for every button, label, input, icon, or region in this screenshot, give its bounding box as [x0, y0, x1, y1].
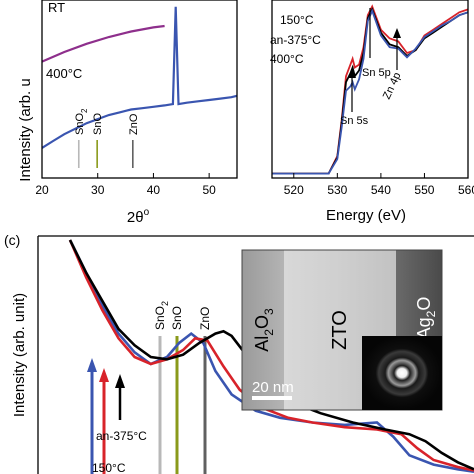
arrow-an375c — [115, 374, 125, 420]
inset-diffraction-pattern — [362, 336, 442, 410]
panel-c-label: (c) — [4, 232, 20, 248]
panel-b-xtick-label-2: 540 — [371, 183, 391, 197]
sn5p-annotation: Sn 5p — [362, 8, 391, 79]
inset-scale-bar — [252, 396, 292, 400]
panel-a-xlabel-sup: o — [144, 207, 150, 218]
panel-a-ref-label-sno: SnO — [92, 113, 104, 135]
label-150c: 150°C — [92, 461, 126, 474]
panel-b-xtick-label-0: 520 — [284, 183, 304, 197]
panel-a-frame — [41, 0, 238, 179]
inset-label-al2o3: Al2O3 — [252, 308, 276, 352]
sn5p-label: Sn 5p — [362, 67, 391, 79]
panel-a-xtick-label-0: 20 — [35, 183, 49, 197]
legend-150c: 150°C — [280, 13, 314, 27]
panel-b: 150°C an-375°C 400°C Sn 5p Sn 5s Zn 4p 5… — [270, 0, 474, 224]
sn5s-annotation: Sn 5s — [340, 68, 369, 127]
inset-label-ag2o: Ag2O — [414, 297, 438, 340]
panel-a-ref-label-sno2: SnO2 — [74, 108, 89, 135]
inset-label-zto: ZTO — [329, 310, 351, 350]
panel-c-series-2 — [68, 239, 474, 471]
panel-b-xtick-label-3: 550 — [414, 183, 434, 197]
sn5s-label: Sn 5s — [340, 115, 369, 127]
legend-an375c: an-375°C — [270, 33, 321, 47]
inset-scale-label: 20 nm — [252, 379, 294, 396]
panel-a-ref-label-zno: ZnO — [128, 113, 140, 135]
panel-a-ylabel: Intensity (arb. u — [17, 78, 34, 181]
panel-b-plot-area — [272, 4, 469, 175]
panel-c-ref-label-sno2: SnO2 — [153, 301, 170, 330]
panel-c-series-1 — [68, 239, 474, 472]
panel-a-xtick-label-1: 30 — [91, 183, 105, 197]
panel-a-series-0 — [41, 24, 165, 63]
panel-c-ref-label-zno: ZnO — [198, 307, 212, 330]
panel-a-xtick-label-3: 50 — [202, 183, 216, 197]
label-an375c: an-375°C — [96, 429, 147, 443]
inset-al2o3-layer — [242, 250, 284, 410]
panel-b-xlabel: Energy (eV) — [326, 207, 406, 224]
panel-c-ylabel: Intensity (arb. unit) — [11, 293, 28, 417]
tem-inset: Al2O3 ZTO Ag2O 20 nm — [241, 249, 443, 411]
panel-a-x-ticks: 20 30 40 50 — [35, 173, 216, 197]
panel-c-plot-area — [68, 239, 474, 473]
arrow-400c — [87, 358, 97, 474]
panel-c-ref-label-sno: SnO — [170, 306, 184, 330]
legend-400c: 400°C — [270, 52, 304, 66]
panel-a-label-rt: RT — [48, 0, 65, 15]
panel-a-label-400c: 400°C — [46, 66, 82, 81]
panel-a-xlabel-main: 2θ — [127, 209, 144, 226]
panel-a-xtick-label-2: 40 — [147, 183, 161, 197]
panel-a-xlabel: 2θo — [127, 207, 150, 226]
panel-b-x-ticks: 520 530 540 550 560 — [284, 173, 474, 197]
panel-a-series-1 — [41, 6, 238, 149]
panel-c-series-0 — [68, 239, 474, 473]
panel-b-xtick-label-4: 560 — [458, 183, 474, 197]
panel-b-xtick-label-1: 530 — [327, 183, 347, 197]
panel-b-frame — [271, 0, 469, 179]
arrow-150c — [99, 368, 109, 474]
panel-b-series-2 — [272, 8, 469, 175]
